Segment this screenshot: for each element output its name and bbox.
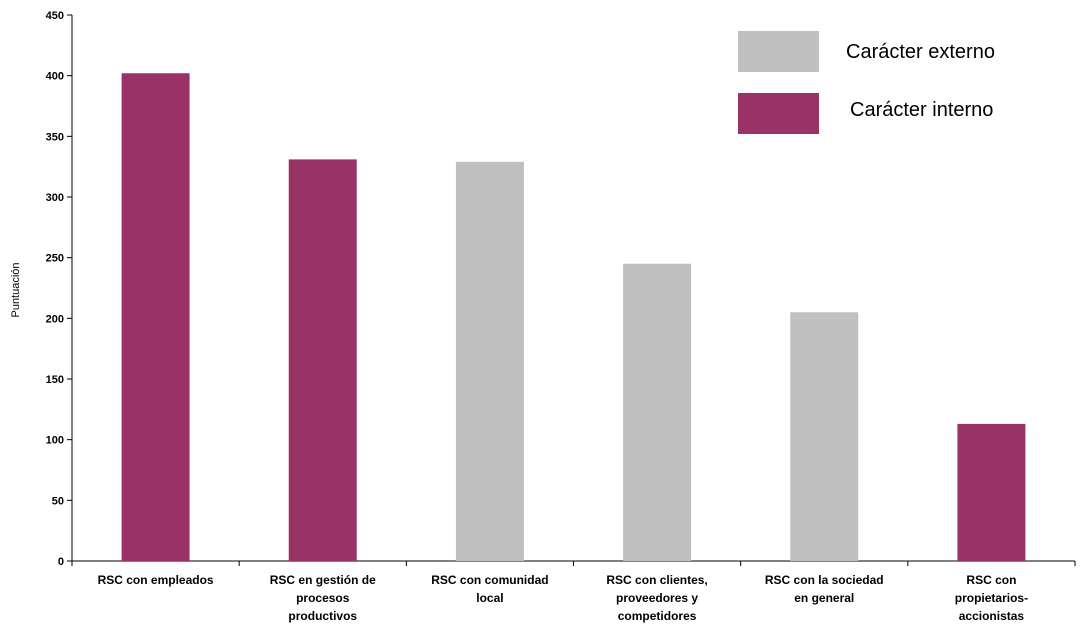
y-tick-label: 250 xyxy=(46,253,64,265)
y-axis-ticks: 0 50 100 150 200 250 300 350 400 450 xyxy=(46,10,72,568)
category-label: RSC con empleados xyxy=(98,573,214,587)
category-label: RSC con propietarios-accionistas xyxy=(955,573,1028,623)
y-tick-label: 0 xyxy=(58,556,64,568)
y-tick-label: 150 xyxy=(46,374,64,386)
y-tick-label: 100 xyxy=(46,435,64,447)
legend-swatch-externo xyxy=(738,31,819,72)
y-tick-label: 200 xyxy=(46,313,64,325)
bar-1 xyxy=(121,73,190,562)
category-label: RSC con la sociedad en general xyxy=(765,573,884,605)
bar-5 xyxy=(790,312,859,561)
bar-2 xyxy=(288,159,357,562)
axes xyxy=(71,15,1076,566)
bar-3 xyxy=(455,161,524,561)
y-tick-label: 50 xyxy=(52,495,64,507)
category-label: RSC con comunidad local xyxy=(431,573,548,605)
legend-label-externo: Carácter externo xyxy=(846,41,995,63)
y-tick-label: 300 xyxy=(46,192,64,204)
legend: Carácter externo Carácter interno xyxy=(738,31,995,134)
category-label: RSC en gestión de procesos productivos xyxy=(270,573,376,623)
y-tick-label: 400 xyxy=(46,71,64,83)
bars xyxy=(121,73,1026,562)
bar-4 xyxy=(623,263,692,561)
legend-label-interno: Carácter interno xyxy=(850,99,993,121)
y-tick-label: 350 xyxy=(46,131,64,143)
legend-swatch-interno xyxy=(738,93,819,134)
x-axis-labels: RSC con empleados RSC en gestión de proces… xyxy=(98,573,1029,623)
bar-6 xyxy=(957,423,1026,561)
y-axis-label: Puntuación xyxy=(10,262,22,317)
y-tick-label: 450 xyxy=(46,10,64,22)
category-label: RSC con clientes, proveedores y competidor… xyxy=(606,573,707,623)
